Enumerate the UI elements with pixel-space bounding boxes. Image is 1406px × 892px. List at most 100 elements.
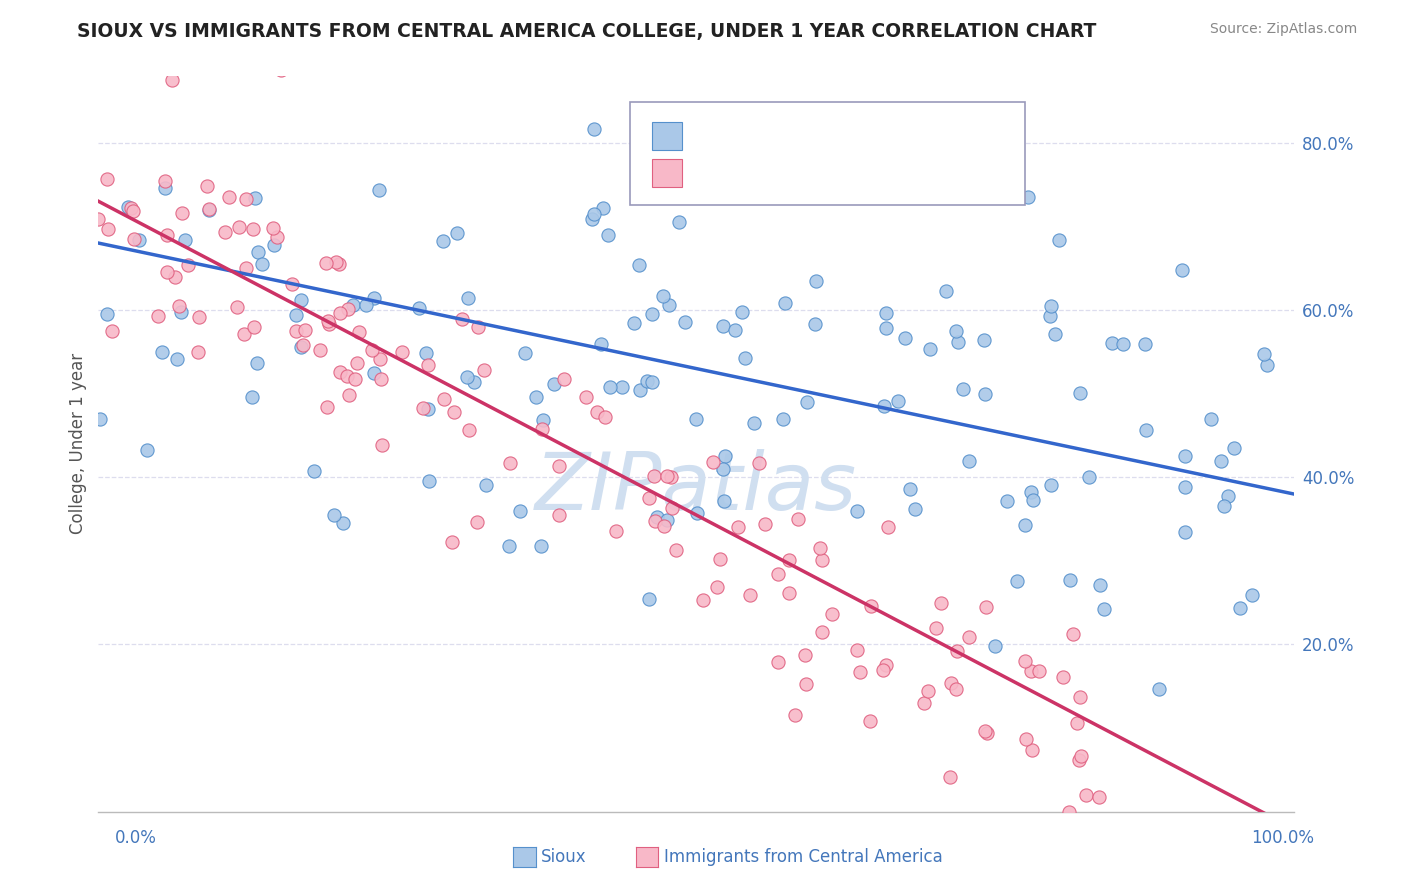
- Point: [363, 291, 385, 305]
- Point: [952, 383, 974, 397]
- FancyBboxPatch shape: [630, 102, 1025, 204]
- Point: [875, 321, 897, 335]
- Point: [673, 316, 696, 330]
- Point: [1017, 189, 1039, 203]
- Point: [1069, 753, 1091, 767]
- Point: [740, 588, 762, 602]
- Point: [165, 269, 187, 284]
- Point: [592, 201, 614, 215]
- Point: [623, 317, 645, 331]
- Point: [325, 255, 347, 269]
- Point: [810, 624, 832, 639]
- Point: [713, 493, 735, 508]
- Point: [1052, 670, 1074, 684]
- Point: [262, 221, 284, 235]
- Point: [240, 390, 263, 404]
- Point: [706, 580, 728, 594]
- Point: [294, 323, 316, 337]
- Text: SIOUX VS IMMIGRANTS FROM CENTRAL AMERICA COLLEGE, UNDER 1 YEAR CORRELATION CHART: SIOUX VS IMMIGRANTS FROM CENTRAL AMERICA…: [77, 22, 1097, 41]
- Point: [1174, 525, 1197, 540]
- Text: R =: R =: [700, 128, 738, 145]
- Point: [605, 524, 627, 538]
- Point: [974, 599, 997, 614]
- Point: [599, 380, 621, 394]
- Point: [1101, 336, 1123, 351]
- Point: [1076, 788, 1098, 802]
- Point: [1028, 664, 1050, 678]
- Point: [641, 307, 664, 321]
- Point: [754, 516, 776, 531]
- Point: [709, 551, 731, 566]
- Point: [727, 520, 749, 534]
- Point: [117, 200, 139, 214]
- Point: [702, 455, 724, 469]
- Point: [793, 648, 815, 662]
- Point: [1070, 748, 1092, 763]
- Point: [859, 714, 882, 729]
- Point: [195, 179, 218, 194]
- Text: Source: ZipAtlas.com: Source: ZipAtlas.com: [1209, 22, 1357, 37]
- Point: [668, 215, 690, 229]
- Point: [742, 416, 765, 430]
- Point: [284, 324, 307, 338]
- Text: N =: N =: [837, 164, 889, 182]
- Point: [894, 331, 917, 345]
- Text: 100.0%: 100.0%: [1251, 829, 1315, 847]
- Point: [941, 676, 963, 690]
- Point: [96, 172, 118, 186]
- Point: [1043, 326, 1066, 341]
- Point: [228, 220, 250, 235]
- Point: [408, 301, 430, 315]
- Point: [766, 655, 789, 669]
- Point: [1256, 358, 1278, 372]
- Point: [1088, 789, 1111, 804]
- Point: [628, 383, 651, 397]
- Point: [87, 211, 110, 226]
- Point: [984, 639, 1007, 653]
- Point: [524, 390, 547, 404]
- Point: [285, 308, 308, 322]
- Point: [136, 443, 159, 458]
- Point: [432, 234, 454, 248]
- Point: [655, 513, 678, 527]
- Point: [170, 206, 193, 220]
- Point: [976, 726, 998, 740]
- Point: [173, 233, 195, 247]
- Point: [96, 307, 118, 321]
- Point: [638, 591, 661, 606]
- Point: [456, 369, 478, 384]
- Point: [214, 225, 236, 239]
- Text: R =: R =: [700, 164, 738, 182]
- Point: [1092, 602, 1115, 616]
- Point: [177, 258, 200, 272]
- Point: [711, 461, 734, 475]
- Point: [472, 363, 495, 377]
- Point: [146, 309, 169, 323]
- Point: [796, 395, 818, 409]
- Text: 0.0%: 0.0%: [115, 829, 157, 847]
- Point: [581, 211, 603, 226]
- Point: [315, 256, 337, 270]
- Point: [457, 291, 479, 305]
- Text: ZIPatlas: ZIPatlas: [534, 449, 858, 527]
- Point: [418, 474, 440, 488]
- Point: [1216, 489, 1239, 503]
- Point: [1022, 493, 1045, 508]
- Point: [332, 516, 354, 530]
- Point: [187, 310, 209, 325]
- Point: [636, 374, 658, 388]
- Text: 136: 136: [893, 164, 928, 182]
- Point: [418, 358, 440, 372]
- Text: N =: N =: [837, 128, 889, 145]
- Point: [412, 401, 434, 416]
- Point: [872, 663, 894, 677]
- Point: [361, 343, 384, 357]
- Point: [939, 770, 962, 784]
- Point: [179, 54, 201, 69]
- Point: [778, 553, 800, 567]
- Point: [585, 405, 607, 419]
- Point: [692, 593, 714, 607]
- Point: [498, 539, 520, 553]
- Point: [391, 344, 413, 359]
- Point: [337, 388, 360, 402]
